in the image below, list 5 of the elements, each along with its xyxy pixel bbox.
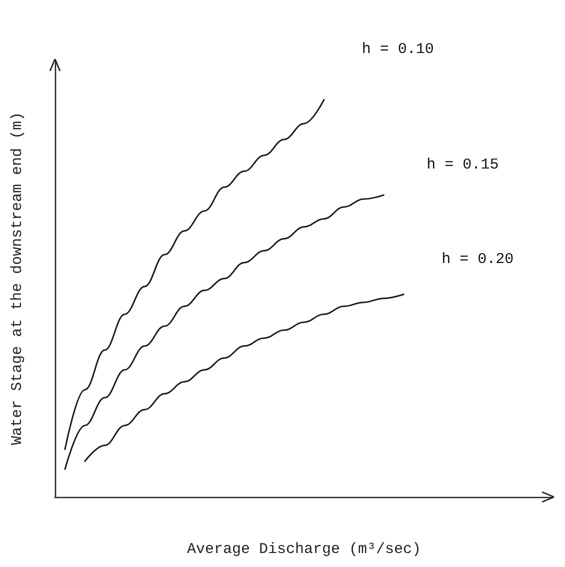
y-axis-title: Water Stage at the downstream end (m) bbox=[9, 112, 26, 446]
text: h = 0.15 bbox=[426, 156, 499, 174]
x-axis-title: Average Discharge (m³/sec) bbox=[186, 541, 422, 558]
text: h = 0.20 bbox=[442, 250, 514, 268]
text: h = 0.10 bbox=[362, 41, 434, 58]
